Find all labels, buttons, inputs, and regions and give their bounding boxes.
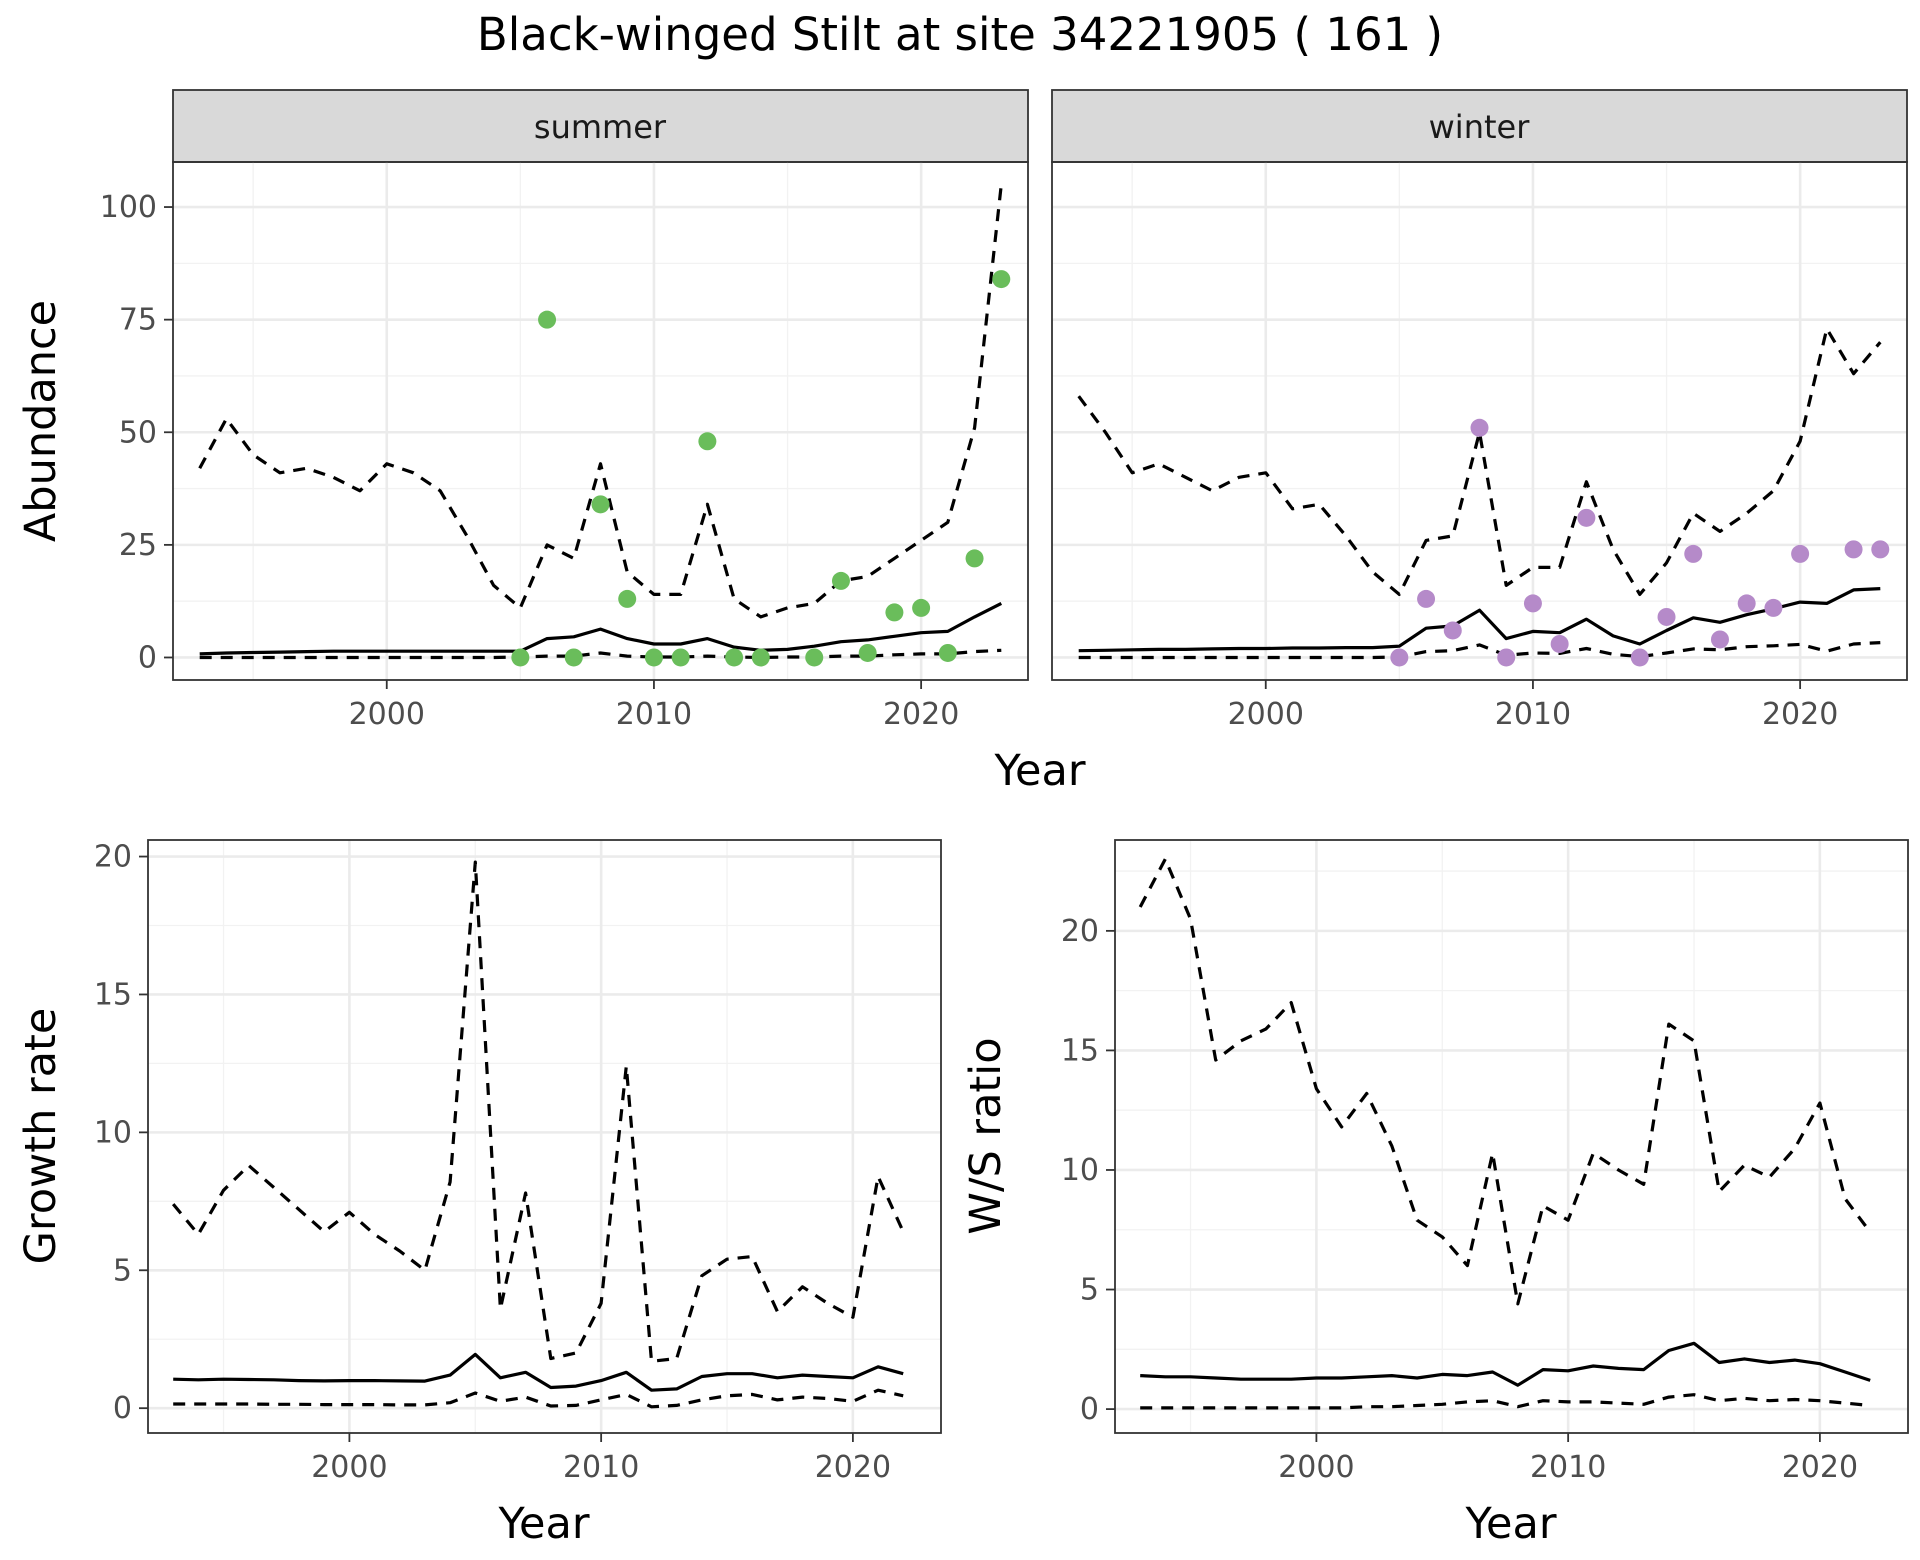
ratio-upper-ci-line xyxy=(1138,857,1872,1306)
growth-y-tick-label: 10 xyxy=(94,1115,132,1150)
summer-count-point xyxy=(831,571,850,590)
ratio-x-tick-label: 2000 xyxy=(1278,1450,1354,1485)
winter-count-point xyxy=(1657,607,1676,626)
winter-count-point xyxy=(1577,508,1596,527)
ratio-y-tick-label: 20 xyxy=(1061,914,1099,949)
winter-count-point xyxy=(1844,540,1863,559)
summer-upper-ci-line xyxy=(198,184,1003,619)
growth-y-tick-label: 20 xyxy=(94,840,132,875)
winter-count-point xyxy=(1737,594,1756,613)
winter-upper-ci-line xyxy=(1077,327,1882,596)
summer-strip xyxy=(172,89,1029,163)
ratio-mean-line xyxy=(1140,1341,1871,1387)
summer-count-point xyxy=(965,549,984,568)
summer-count-point xyxy=(992,270,1011,289)
growth-y-tick-label: 5 xyxy=(113,1253,132,1288)
growth-x-tick-label: 2020 xyxy=(815,1450,891,1485)
winter-count-point xyxy=(1710,630,1729,649)
abundance-chart: summer 0 25 50 75 100 2000 2010 2020 winter 20… xyxy=(16,89,1908,796)
growth-y-tick-label: 0 xyxy=(113,1391,132,1426)
summer-count-point xyxy=(618,589,637,608)
summer-lower-ci-line xyxy=(199,648,1002,660)
ratio-y-tick-label: 15 xyxy=(1061,1033,1099,1068)
summer-count-point xyxy=(644,648,663,667)
winter-count-point xyxy=(1443,621,1462,640)
abundance-y-tick-label: 50 xyxy=(119,415,157,450)
winter-count-point xyxy=(1417,589,1436,608)
summer-count-point xyxy=(564,648,583,667)
growth-panel-border xyxy=(147,839,942,1434)
summer-count-point xyxy=(698,432,717,451)
growth-upper-ci-line xyxy=(171,860,905,1363)
summer-strip-label: summer xyxy=(534,108,667,146)
growth-x-axis-title: Year xyxy=(497,1499,589,1549)
winter-count-point xyxy=(1523,594,1542,613)
summer-x-tick-label: 2020 xyxy=(883,697,959,732)
abundance-y-tick-label: 100 xyxy=(100,190,157,225)
ratio-x-tick-label: 2010 xyxy=(1530,1450,1606,1485)
summer-count-point xyxy=(751,648,770,667)
ratio-y-tick-label: 5 xyxy=(1080,1273,1099,1308)
winter-count-point xyxy=(1390,648,1409,667)
growth-mean-line xyxy=(173,1352,904,1392)
winter-count-point xyxy=(1791,544,1810,563)
abundance-y-tick-label: 0 xyxy=(138,640,157,675)
winter-count-point xyxy=(1684,544,1703,563)
ratio-y-axis-title: W/S ratio xyxy=(961,1037,1011,1234)
abundance-x-axis-title: Year xyxy=(993,746,1085,796)
growth-x-tick-label: 2010 xyxy=(563,1450,639,1485)
winter-strip-label: winter xyxy=(1429,108,1531,146)
winter-panel: winter 2000 2010 2020 xyxy=(1051,89,1908,732)
growth-y-tick-label: 15 xyxy=(94,977,132,1012)
ws-ratio-chart: 0 5 10 15 20 2000 2010 2020 Year W/S ratio xyxy=(961,839,1909,1549)
growth-lower-ci-line xyxy=(173,1388,904,1409)
ratio-x-axis-title: Year xyxy=(1464,1499,1556,1549)
summer-mean-line xyxy=(199,601,1003,656)
ratio-y-tick-label: 10 xyxy=(1061,1153,1099,1188)
summer-panel: summer 0 25 50 75 100 2000 2010 2020 xyxy=(100,89,1029,732)
figure-title: Black-winged Stilt at site 34221905 ( 16… xyxy=(477,8,1443,61)
winter-strip xyxy=(1051,89,1908,163)
summer-count-point xyxy=(671,648,690,667)
winter-x-tick-label: 2020 xyxy=(1762,697,1838,732)
winter-count-point xyxy=(1764,598,1783,617)
winter-x-tick-label: 2010 xyxy=(1495,697,1571,732)
winter-lower-ci-line xyxy=(1078,641,1881,660)
abundance-y-tick-label: 75 xyxy=(119,303,157,338)
summer-count-point xyxy=(511,648,530,667)
summer-x-tick-label: 2010 xyxy=(616,697,692,732)
ratio-lower-ci-line xyxy=(1140,1393,1871,1410)
winter-x-tick-label: 2000 xyxy=(1228,697,1304,732)
abundance-y-tick-label: 25 xyxy=(119,528,157,563)
summer-count-point xyxy=(912,598,931,617)
summer-count-point xyxy=(938,643,957,662)
summer-x-tick-label: 2000 xyxy=(349,697,425,732)
winter-panel-border xyxy=(1051,161,1908,681)
growth-y-axis-title: Growth rate xyxy=(16,1008,66,1265)
ratio-panel-border xyxy=(1114,839,1909,1434)
ratio-x-tick-label: 2020 xyxy=(1782,1450,1858,1485)
winter-count-point xyxy=(1470,418,1489,437)
summer-count-point xyxy=(805,648,824,667)
ratio-y-tick-label: 0 xyxy=(1080,1392,1099,1427)
summer-count-point xyxy=(858,643,877,662)
summer-count-point xyxy=(725,648,744,667)
summer-count-point xyxy=(591,495,610,514)
growth-rate-chart: 0 5 10 15 20 2000 2010 2020 Year Growth rate xyxy=(16,839,942,1549)
winter-count-point xyxy=(1550,634,1569,653)
summer-count-point xyxy=(885,603,904,622)
winter-count-point xyxy=(1497,648,1516,667)
winter-mean-line xyxy=(1078,587,1881,653)
summer-panel-border xyxy=(172,161,1029,681)
winter-count-point xyxy=(1871,540,1890,559)
winter-count-point xyxy=(1630,648,1649,667)
growth-x-tick-label: 2000 xyxy=(311,1450,387,1485)
abundance-y-axis-title: Abundance xyxy=(16,300,66,542)
summer-count-point xyxy=(538,310,557,329)
